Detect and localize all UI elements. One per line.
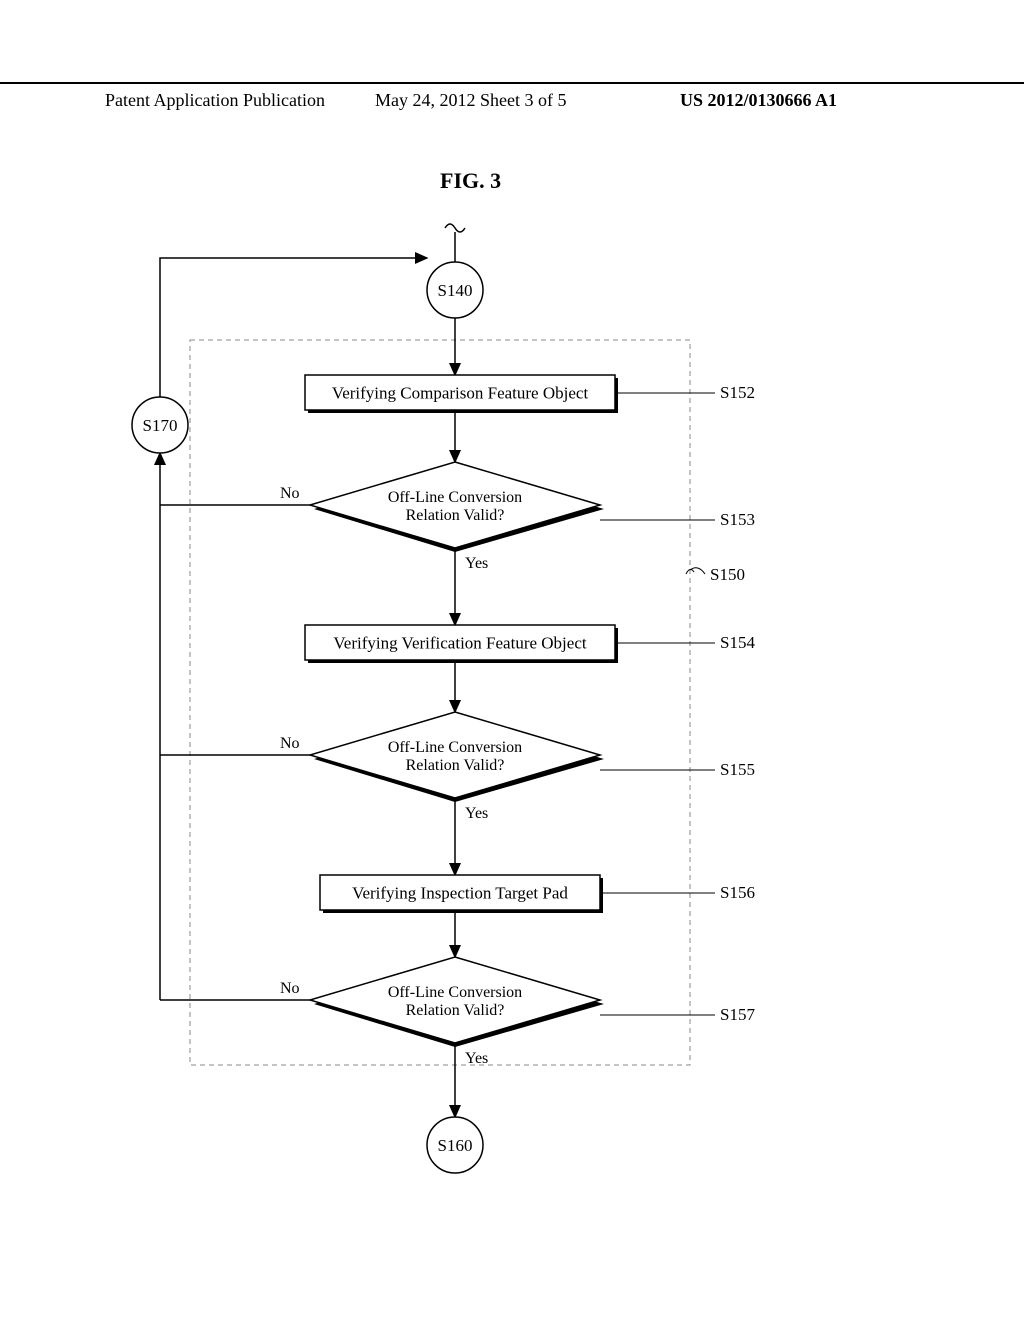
svg-text:No: No	[280, 735, 300, 752]
svg-text:S170: S170	[143, 416, 178, 435]
page: Patent Application Publication May 24, 2…	[0, 0, 1024, 1320]
svg-text:S160: S160	[438, 1136, 473, 1155]
svg-text:No: No	[280, 980, 300, 997]
svg-text:S140: S140	[438, 281, 473, 300]
svg-text:Verifying Verification Feature: Verifying Verification Feature Object	[333, 634, 586, 653]
svg-text:S153: S153	[720, 510, 755, 529]
svg-text:Off-Line Conversion: Off-Line Conversion	[388, 739, 522, 756]
svg-text:S150: S150	[710, 565, 745, 584]
svg-text:Off-Line Conversion: Off-Line Conversion	[388, 984, 522, 1001]
flowchart-svg: Yes Yes Yes No No No S140 S170 S160 Verifying Com…	[0, 0, 1024, 1320]
svg-text:S157: S157	[720, 1005, 755, 1024]
svg-text:S152: S152	[720, 383, 755, 402]
svg-text:Yes: Yes	[465, 1050, 488, 1067]
svg-text:Off-Line Conversion: Off-Line Conversion	[388, 489, 522, 506]
svg-text:S156: S156	[720, 883, 755, 902]
svg-text:S155: S155	[720, 760, 755, 779]
svg-text:Verifying Inspection Target Pa: Verifying Inspection Target Pad	[352, 884, 568, 903]
svg-text:No: No	[280, 485, 300, 502]
svg-text:Relation Valid?: Relation Valid?	[406, 757, 505, 774]
svg-text:Verifying Comparison Feature O: Verifying Comparison Feature Object	[332, 384, 589, 403]
svg-text:Relation Valid?: Relation Valid?	[406, 507, 505, 524]
svg-text:Yes: Yes	[465, 805, 488, 822]
svg-text:Yes: Yes	[465, 555, 488, 572]
svg-text:Relation Valid?: Relation Valid?	[406, 1002, 505, 1019]
svg-text:S154: S154	[720, 633, 755, 652]
